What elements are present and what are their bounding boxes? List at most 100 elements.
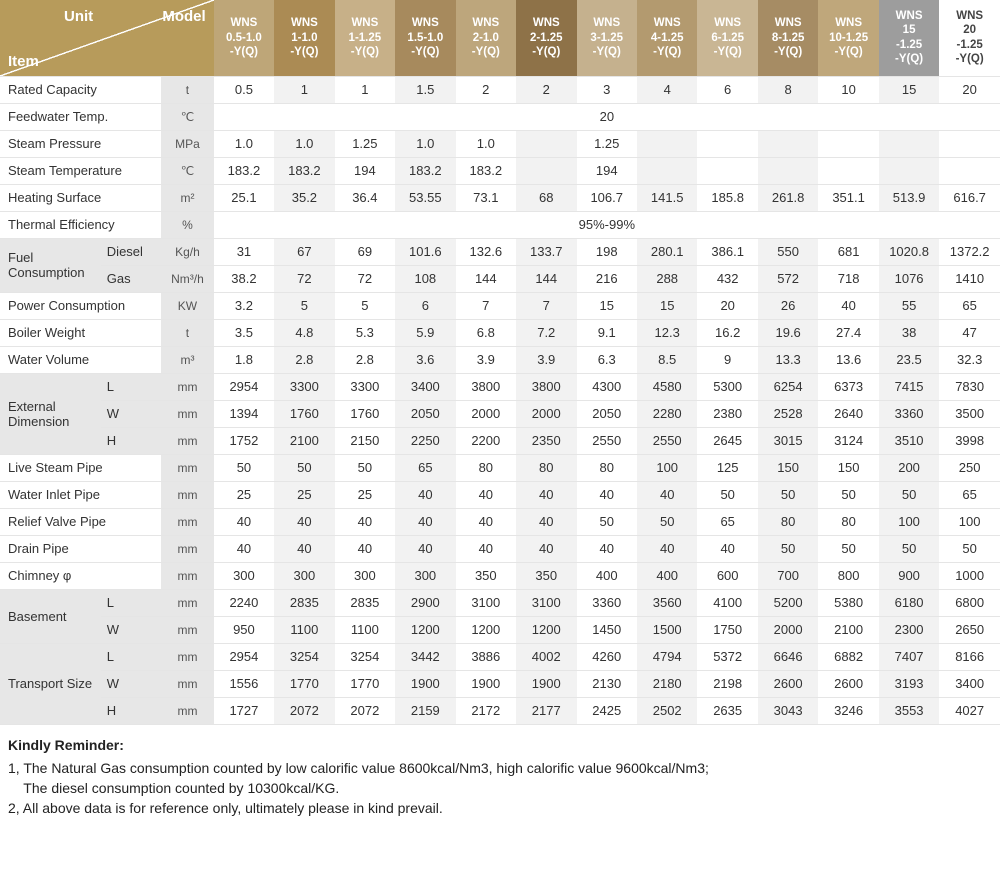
data-cell: 6 bbox=[395, 292, 455, 319]
data-cell: 40 bbox=[818, 292, 878, 319]
data-cell: 718 bbox=[818, 265, 878, 292]
data-cell: 5372 bbox=[697, 643, 757, 670]
data-cell: 7415 bbox=[879, 373, 939, 400]
data-cell: 3.5 bbox=[214, 319, 274, 346]
data-cell: 2240 bbox=[214, 589, 274, 616]
unit-cell: ℃ bbox=[161, 103, 213, 130]
data-cell: 8 bbox=[758, 76, 818, 103]
table-row: Heating Surfacem²25.135.236.453.5573.168… bbox=[0, 184, 1000, 211]
row-label: Steam Pressure bbox=[0, 130, 161, 157]
row-sublabel: W bbox=[101, 616, 161, 643]
data-cell: 40 bbox=[335, 535, 395, 562]
data-cell: 80 bbox=[516, 454, 576, 481]
data-cell: 386.1 bbox=[697, 238, 757, 265]
data-cell: 5.9 bbox=[395, 319, 455, 346]
data-cell: 1500 bbox=[637, 616, 697, 643]
data-cell: 3886 bbox=[456, 643, 516, 670]
data-cell bbox=[637, 130, 697, 157]
data-cell: 3124 bbox=[818, 427, 878, 454]
data-cell: 20 bbox=[939, 76, 1000, 103]
data-cell: 13.3 bbox=[758, 346, 818, 373]
data-cell: 3360 bbox=[879, 400, 939, 427]
data-cell: 1.0 bbox=[456, 130, 516, 157]
data-cell: 6882 bbox=[818, 643, 878, 670]
data-cell: 80 bbox=[577, 454, 637, 481]
data-cell: 550 bbox=[758, 238, 818, 265]
row-group-label: Fuel Consumption bbox=[0, 238, 101, 292]
data-cell: 80 bbox=[456, 454, 516, 481]
data-cell: 3254 bbox=[335, 643, 395, 670]
data-cell: 3043 bbox=[758, 697, 818, 724]
data-cell: 15 bbox=[577, 292, 637, 319]
data-cell: 350 bbox=[516, 562, 576, 589]
data-cell: 25.1 bbox=[214, 184, 274, 211]
data-cell: 40 bbox=[395, 481, 455, 508]
data-cell: 2 bbox=[456, 76, 516, 103]
data-cell: 50 bbox=[939, 535, 1000, 562]
data-cell: 101.6 bbox=[395, 238, 455, 265]
row-label: Drain Pipe bbox=[0, 535, 161, 562]
data-cell: 3800 bbox=[456, 373, 516, 400]
data-cell: 7407 bbox=[879, 643, 939, 670]
data-cell: 6800 bbox=[939, 589, 1000, 616]
row-sublabel: W bbox=[101, 670, 161, 697]
row-label: Steam Temperature bbox=[0, 157, 161, 184]
row-label: Relief Valve Pipe bbox=[0, 508, 161, 535]
data-cell: 50 bbox=[697, 481, 757, 508]
data-cell: 125 bbox=[697, 454, 757, 481]
data-cell: 4.8 bbox=[274, 319, 334, 346]
data-cell: 2050 bbox=[577, 400, 637, 427]
data-cell: 198 bbox=[577, 238, 637, 265]
unit-cell: mm bbox=[161, 481, 213, 508]
data-cell: 1.8 bbox=[214, 346, 274, 373]
data-cell: 27.4 bbox=[818, 319, 878, 346]
data-cell bbox=[697, 130, 757, 157]
data-cell: 55 bbox=[879, 292, 939, 319]
data-cell: 300 bbox=[214, 562, 274, 589]
header-unit-label: Unit bbox=[64, 8, 93, 25]
data-cell: 1394 bbox=[214, 400, 274, 427]
data-cell: 40 bbox=[516, 535, 576, 562]
data-cell: 2954 bbox=[214, 373, 274, 400]
unit-cell: mm bbox=[161, 508, 213, 535]
data-cell: 350 bbox=[456, 562, 516, 589]
table-row: Wmm1556177017701900190019002130218021982… bbox=[0, 670, 1000, 697]
data-cell: 183.2 bbox=[456, 157, 516, 184]
data-cell: 40 bbox=[395, 508, 455, 535]
data-cell: 40 bbox=[516, 508, 576, 535]
data-cell: 3100 bbox=[516, 589, 576, 616]
data-cell: 1200 bbox=[516, 616, 576, 643]
data-cell: 80 bbox=[818, 508, 878, 535]
data-cell: 2600 bbox=[818, 670, 878, 697]
row-sublabel: L bbox=[101, 643, 161, 670]
data-cell: 400 bbox=[577, 562, 637, 589]
table-row: Hmm1727207220722159217221772425250226353… bbox=[0, 697, 1000, 724]
data-cell: 2198 bbox=[697, 670, 757, 697]
data-cell: 2250 bbox=[395, 427, 455, 454]
data-cell: 1000 bbox=[939, 562, 1000, 589]
data-cell: 6646 bbox=[758, 643, 818, 670]
table-row: Steam Temperature℃183.2183.2194183.2183.… bbox=[0, 157, 1000, 184]
data-cell: 2835 bbox=[274, 589, 334, 616]
data-cell: 6 bbox=[697, 76, 757, 103]
data-cell: 1760 bbox=[335, 400, 395, 427]
unit-cell: % bbox=[161, 211, 213, 238]
data-cell: 47 bbox=[939, 319, 1000, 346]
data-cell: 23.5 bbox=[879, 346, 939, 373]
data-cell: 50 bbox=[818, 481, 878, 508]
data-cell: 1100 bbox=[335, 616, 395, 643]
data-cell: 2000 bbox=[758, 616, 818, 643]
data-cell: 53.55 bbox=[395, 184, 455, 211]
data-cell: 183.2 bbox=[214, 157, 274, 184]
data-cell: 2635 bbox=[697, 697, 757, 724]
data-cell: 2954 bbox=[214, 643, 274, 670]
data-cell: 4794 bbox=[637, 643, 697, 670]
data-cell: 72 bbox=[335, 265, 395, 292]
data-cell: 1450 bbox=[577, 616, 637, 643]
data-cell bbox=[637, 157, 697, 184]
data-cell: 40 bbox=[697, 535, 757, 562]
data-cell: 13.6 bbox=[818, 346, 878, 373]
data-cell: 2650 bbox=[939, 616, 1000, 643]
data-cell: 150 bbox=[758, 454, 818, 481]
unit-cell: t bbox=[161, 76, 213, 103]
